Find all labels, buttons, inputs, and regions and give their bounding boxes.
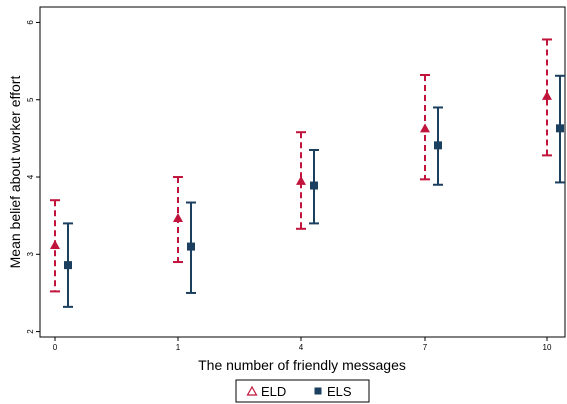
x-tick-label: 1 (176, 343, 181, 352)
data-point (542, 90, 552, 100)
data-marks (50, 38, 565, 308)
series-els (63, 74, 565, 308)
x-tick-label: 4 (299, 343, 304, 352)
y-axis-title: Mean belief about worker effort (7, 76, 23, 269)
y-tick-label: 4 (26, 174, 35, 179)
x-tick-label: 10 (543, 343, 552, 352)
y-tick-label: 2 (26, 329, 35, 334)
data-point (187, 242, 195, 251)
data-point (434, 141, 442, 150)
x-tick-label: 7 (423, 343, 428, 352)
legend-box (235, 379, 370, 403)
x-axis-title: The number of friendly messages (198, 357, 406, 373)
series-eld (50, 38, 552, 293)
y-tick-label: 6 (26, 20, 35, 25)
legend-label: ELS (327, 384, 352, 399)
legend-marker (314, 387, 322, 395)
data-point (310, 181, 318, 190)
y-tick-label: 3 (26, 252, 35, 257)
y-axis: 2 3 4 5 6 (26, 20, 40, 334)
legend: ELD ELS (235, 379, 370, 403)
y-tick-label: 5 (26, 97, 35, 102)
x-tick-label: 0 (53, 343, 58, 352)
data-point (173, 212, 183, 222)
data-point (556, 124, 564, 133)
legend-label: ELD (261, 384, 286, 399)
legend-marker (246, 385, 258, 396)
data-point (296, 175, 306, 185)
data-point (50, 240, 60, 250)
data-point (420, 123, 430, 133)
data-point (64, 261, 72, 270)
x-axis: 0 1 4 7 10 (53, 337, 552, 352)
plot-frame (39, 6, 566, 338)
